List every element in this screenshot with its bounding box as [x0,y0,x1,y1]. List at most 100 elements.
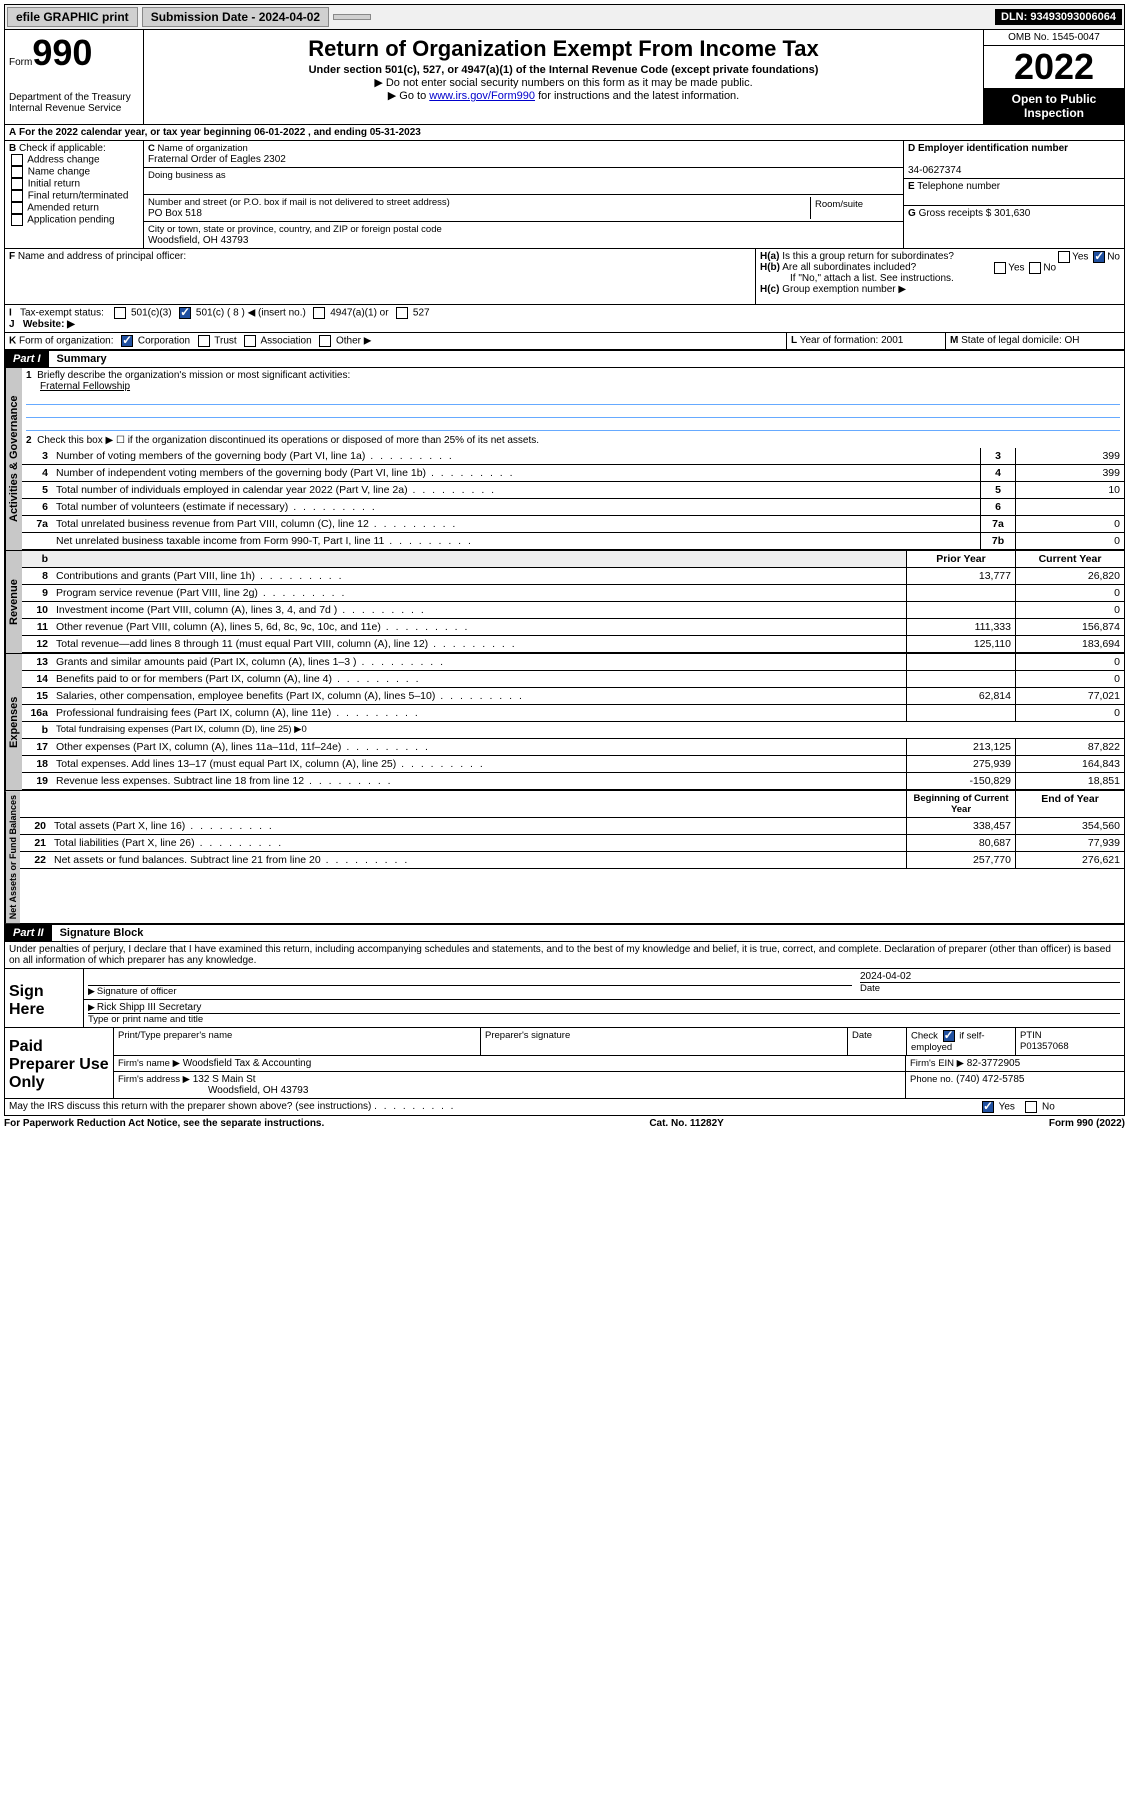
date-label: Date [860,983,880,994]
opt-4947: 4947(a)(1) or [330,308,388,319]
cb-4947[interactable] [313,307,325,319]
cb-name-change[interactable] [11,166,23,178]
addr-label: Number and street (or P.O. box if mail i… [148,197,450,208]
table-row: 18Total expenses. Add lines 13–17 (must … [22,756,1124,773]
cb-initial-return[interactable] [11,178,23,190]
opt-initial: Initial return [28,179,80,190]
table-row: 20Total assets (Part X, line 16)338,4573… [20,818,1124,835]
line-a-text: For the 2022 calendar year, or tax year … [19,127,421,138]
opt-corp: Corporation [138,336,190,347]
line-a: A For the 2022 calendar year, or tax yea… [4,125,1125,141]
table-row: 5Total number of individuals employed in… [22,482,1124,499]
table-row: 12Total revenue—add lines 8 through 11 (… [22,636,1124,653]
opt-527: 527 [413,308,430,319]
q1: Briefly describe the organization's miss… [37,370,350,381]
vtab-net: Net Assets or Fund Balances [5,791,20,923]
opt-addr: Address change [27,155,99,166]
table-row: 16aProfessional fundraising fees (Part I… [22,705,1124,722]
form-title: Return of Organization Exempt From Incom… [148,36,979,62]
j-label: Website: ▶ [23,319,75,330]
table-row: 3Number of voting members of the governi… [22,448,1124,465]
dln: DLN: 93493093006064 [995,9,1122,25]
table-row: bTotal fundraising expenses (Part IX, co… [22,722,1124,739]
firm-addr2: Woodsfield, OH 43793 [118,1085,308,1096]
note-ssn: ▶ Do not enter social security numbers o… [148,76,979,89]
org-city: Woodsfield, OH 43793 [148,235,248,246]
cb-hb-no[interactable] [1029,262,1041,274]
cb-app-pending[interactable] [11,214,23,226]
l-label: Year of formation: [800,335,879,346]
l-value: 2001 [881,335,903,346]
cb-ha-no[interactable] [1093,251,1105,263]
opt-501c3: 501(c)(3) [131,308,172,319]
spacer [333,14,371,20]
open-public: Open to Public Inspection [984,88,1124,124]
gross-receipts: 301,630 [994,208,1030,219]
table-row: 10Investment income (Part VIII, column (… [22,602,1124,619]
table-row: 19Revenue less expenses. Subtract line 1… [22,773,1124,790]
cb-ha-yes[interactable] [1058,251,1070,263]
year-box: OMB No. 1545-0047 2022 Open to Public In… [983,30,1124,124]
table-row: 6Total number of volunteers (estimate if… [22,499,1124,516]
note2-post: for instructions and the latest informat… [535,90,739,102]
tax-year: 2022 [984,46,1124,88]
ha-text: Is this a group return for subordinates? [782,251,954,262]
efile-button[interactable]: efile GRAPHIC print [7,7,138,27]
i-label: Tax-exempt status: [20,308,104,319]
firm-name-label: Firm's name ▶ [118,1058,180,1069]
section-b: B Check if applicable: Address change Na… [5,141,144,248]
cb-527[interactable] [396,307,408,319]
m-value: OH [1065,335,1080,346]
opt-other: Other ▶ [336,336,371,347]
cb-may-no[interactable] [1025,1101,1037,1113]
cb-address-change[interactable] [11,154,23,166]
revenue-table: b Prior Year Current Year 8Contributions… [22,551,1124,653]
e-label: Telephone number [917,181,1000,192]
dba-label: Doing business as [148,170,226,181]
page-footer: For Paperwork Reduction Act Notice, see … [4,1116,1125,1131]
check-pre: Check [911,1031,938,1042]
hb-text: Are all subordinates included? [782,262,916,273]
hc-text: Group exemption number ▶ [782,284,906,295]
prep-self-employed: Check if self-employed [907,1028,1016,1055]
city-label: City or town, state or province, country… [148,224,442,235]
opt-assoc: Association [261,336,312,347]
section-governance: Activities & Governance 1 Briefly descri… [4,368,1125,551]
table-row: 17Other expenses (Part IX, column (A), l… [22,739,1124,756]
col-current: Current Year [1016,551,1125,568]
opt-pending: Application pending [27,215,114,226]
irs-link[interactable]: www.irs.gov/Form990 [429,90,535,102]
table-row: 15Salaries, other compensation, employee… [22,688,1124,705]
ptin: P01357068 [1020,1041,1069,1052]
cb-assoc[interactable] [244,335,256,347]
form-header: Form990 Department of the Treasury Inter… [4,30,1125,125]
section-expenses: Expenses 13Grants and similar amounts pa… [4,654,1125,791]
org-address: PO Box 518 [148,208,202,219]
may-discuss: May the IRS discuss this return with the… [4,1099,1125,1116]
governance-table: 3Number of voting members of the governi… [22,448,1124,550]
part1-header: Part I Summary [4,350,1125,368]
officer-name-label: Type or print name and title [88,1014,203,1025]
part1-label: Part I [5,351,49,367]
cb-501c3[interactable] [114,307,126,319]
paid-preparer-block: Paid Preparer Use Only Print/Type prepar… [4,1028,1125,1099]
firm-ein: 82-3772905 [967,1058,1020,1069]
col-headers-rev: b Prior Year Current Year [22,551,1124,568]
cb-self-employed[interactable] [943,1030,955,1042]
cb-may-yes[interactable] [982,1101,994,1113]
vtab-expenses: Expenses [5,654,22,790]
irs-label: Internal Revenue Service [9,103,139,114]
cb-501c[interactable] [179,307,191,319]
part2-header: Part II Signature Block [4,924,1125,942]
cb-final-return[interactable] [11,190,23,202]
sign-date: 2024-04-02 [860,971,911,982]
cb-trust[interactable] [198,335,210,347]
cb-other[interactable] [319,335,331,347]
table-row: 14Benefits paid to or for members (Part … [22,671,1124,688]
cb-amended[interactable] [11,202,23,214]
footer-left: For Paperwork Reduction Act Notice, see … [4,1118,324,1129]
opt-name: Name change [28,167,90,178]
section-ij: I Tax-exempt status: 501(c)(3) 501(c) ( … [4,305,1125,333]
cb-corp[interactable] [121,335,133,347]
cb-hb-yes[interactable] [994,262,1006,274]
